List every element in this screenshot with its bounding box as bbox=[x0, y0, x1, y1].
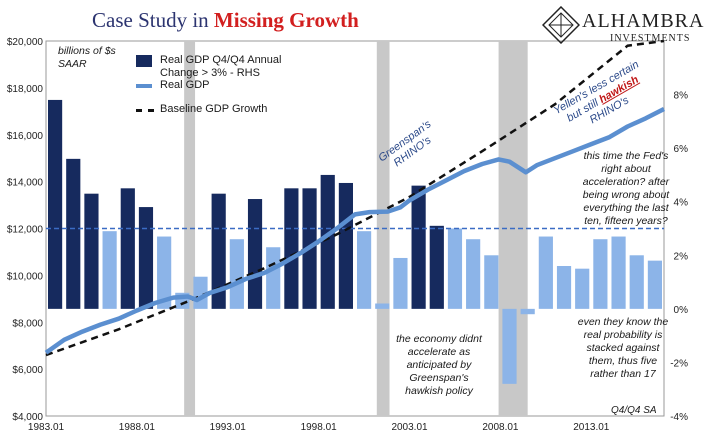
bar-2000 bbox=[356, 231, 372, 309]
bar-1984 bbox=[66, 158, 81, 309]
bar-2008 bbox=[502, 308, 517, 384]
bar-1994 bbox=[247, 199, 263, 309]
bar-2002 bbox=[393, 257, 408, 309]
bar-1983 bbox=[47, 99, 63, 309]
bar-2013 bbox=[593, 239, 608, 309]
left-tick-label: $4,000 bbox=[12, 412, 43, 423]
bar-2005 bbox=[447, 228, 463, 309]
bar-1985 bbox=[84, 193, 99, 309]
bar-1993 bbox=[229, 239, 244, 309]
bar-2016 bbox=[647, 260, 663, 309]
bar-1989 bbox=[157, 236, 172, 309]
left-tick-label: $20,000 bbox=[7, 37, 44, 48]
x-tick-label: 2003.01 bbox=[391, 422, 428, 433]
source-label: Q4/Q4 SA bbox=[611, 405, 657, 416]
left-tick-label: $18,000 bbox=[7, 84, 44, 95]
bar-2001 bbox=[375, 303, 390, 309]
x-tick-label: 2008.01 bbox=[482, 422, 519, 433]
x-tick-label: 2013.01 bbox=[573, 422, 610, 433]
annotation-fed-right: this time the Fed's right about accelera… bbox=[582, 150, 670, 227]
right-tick-label: -4% bbox=[670, 412, 688, 423]
left-tick-label: $10,000 bbox=[7, 271, 44, 282]
right-tick-label: 4% bbox=[674, 198, 689, 209]
left-tick-label: $6,000 bbox=[12, 365, 43, 376]
legend-swatch-baseline bbox=[136, 109, 154, 112]
x-tick-label: 1998.01 bbox=[301, 422, 338, 433]
bar-2014 bbox=[611, 236, 626, 309]
bar-2007 bbox=[484, 255, 499, 309]
bar-1987 bbox=[120, 188, 135, 309]
bar-2011 bbox=[556, 266, 572, 309]
left-tick-label: $8,000 bbox=[12, 318, 43, 329]
diamond-logo-icon bbox=[542, 6, 580, 44]
bar-1988 bbox=[138, 207, 154, 309]
x-tick-label: 1993.01 bbox=[210, 422, 247, 433]
gdp-lines bbox=[44, 39, 666, 357]
bar-2004 bbox=[429, 225, 444, 309]
bar-2012 bbox=[575, 268, 590, 309]
x-tick-label: 1983.01 bbox=[28, 422, 65, 433]
recession-band-0 bbox=[184, 41, 196, 416]
bar-1995 bbox=[266, 247, 281, 309]
baseline-gdp-line bbox=[45, 39, 665, 357]
legend-label-bars: Real GDP Q4/Q4 Annual Change > 3% - RHS bbox=[160, 54, 282, 79]
left-tick-label: $12,000 bbox=[7, 225, 44, 236]
annual-change-bars bbox=[47, 99, 663, 384]
legend: Real GDP Q4/Q4 Annual Change > 3% - RHS … bbox=[136, 54, 320, 117]
legend-item-baseline: Baseline GDP Growth bbox=[136, 103, 320, 117]
bar-1998 bbox=[320, 174, 335, 309]
logo-subtitle: INVESTMENTS bbox=[610, 33, 691, 44]
bar-1986 bbox=[102, 231, 117, 309]
brand-logo: ALHAMBRA INVESTMENTS bbox=[540, 4, 705, 46]
units-label: billions of $s SAAR bbox=[58, 45, 116, 70]
right-tick-label: 6% bbox=[674, 144, 689, 155]
legend-item-line: Real GDP bbox=[136, 79, 320, 93]
bar-2003 bbox=[411, 185, 426, 309]
bar-2010 bbox=[538, 236, 553, 309]
bar-1992 bbox=[211, 193, 226, 309]
annotation-real-probability: even they know the real probability is s… bbox=[577, 316, 669, 380]
right-tick-label: 2% bbox=[674, 251, 689, 262]
bar-2006 bbox=[466, 239, 481, 309]
legend-swatch-bars bbox=[136, 55, 152, 67]
right-tick-label: -2% bbox=[670, 358, 688, 369]
x-tick-label: 1988.01 bbox=[119, 422, 156, 433]
annotation-economy-didnt: the economy didnt accelerate as anticipa… bbox=[396, 333, 482, 397]
left-tick-label: $16,000 bbox=[7, 131, 44, 142]
chart-title: Case Study in Missing Growth bbox=[92, 8, 359, 32]
axis-tick-labels: $4,000 $6,000 $8,000 $10,000 $12,000 $14,000 $… bbox=[7, 37, 688, 433]
right-tick-label: 0% bbox=[674, 305, 689, 316]
bar-2009 bbox=[520, 308, 535, 315]
legend-label-line: Real GDP bbox=[160, 79, 210, 91]
logo-name: ALHAMBRA bbox=[582, 10, 705, 32]
legend-item-bars: Real GDP Q4/Q4 Annual Change > 3% - RHS bbox=[136, 54, 320, 82]
legend-label-baseline: Baseline GDP Growth bbox=[160, 103, 268, 115]
right-tick-label: 8% bbox=[674, 91, 689, 102]
left-tick-label: $14,000 bbox=[7, 178, 44, 189]
bar-1996 bbox=[284, 188, 299, 309]
legend-swatch-line bbox=[136, 84, 152, 88]
real-gdp-line bbox=[44, 106, 666, 355]
bar-2015 bbox=[629, 255, 644, 309]
bar-1999 bbox=[338, 182, 354, 309]
